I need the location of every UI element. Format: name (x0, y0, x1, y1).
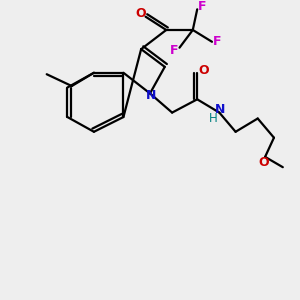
Text: O: O (198, 64, 209, 77)
Text: F: F (170, 44, 178, 57)
Text: O: O (135, 7, 146, 20)
Text: N: N (215, 103, 225, 116)
Text: H: H (208, 112, 217, 125)
Text: F: F (198, 0, 207, 14)
Text: F: F (213, 35, 221, 48)
Text: N: N (146, 89, 156, 102)
Text: O: O (258, 156, 269, 169)
